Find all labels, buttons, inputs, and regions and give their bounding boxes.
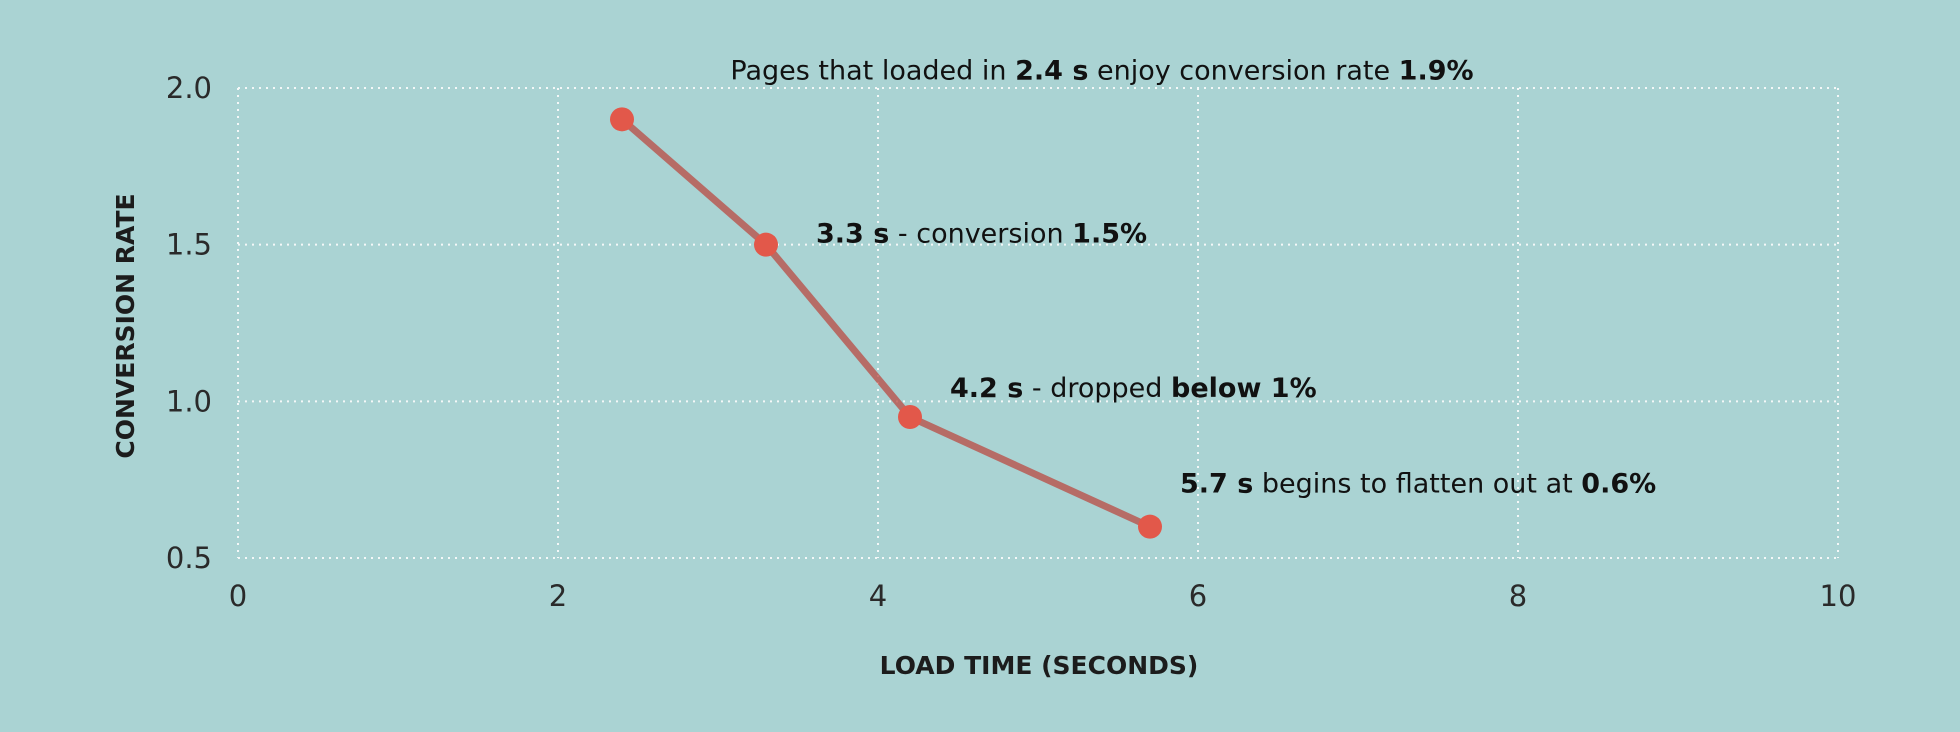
annotation-text: - conversion <box>889 219 1072 250</box>
y-tick-label: 1.5 <box>166 228 212 262</box>
series-segment <box>762 241 914 421</box>
annotation-bold-text: 0.6% <box>1581 469 1656 500</box>
annotation-text: begins to flatten out at <box>1253 469 1581 500</box>
x-tick-label: 10 <box>1820 579 1857 613</box>
y-tick-label: 1.0 <box>166 384 212 418</box>
annotation-label: Pages that loaded in 2.4 s enjoy convers… <box>730 55 1473 86</box>
x-axis-ticks: 0 2 4 6 8 10 <box>229 579 1857 613</box>
annotation-text: enjoy conversion rate <box>1088 55 1398 86</box>
annotation-text: Pages that loaded in <box>730 55 1015 86</box>
x-tick-label: 6 <box>1189 579 1207 613</box>
annotation-label: 4.2 s - dropped below 1% <box>950 373 1317 404</box>
annotation-label: 3.3 s - conversion 1.5% <box>816 219 1147 250</box>
annotation-bold-text: below 1% <box>1171 373 1317 404</box>
y-axis-label: CONVERSION RATE <box>111 193 140 458</box>
x-axis-label: LOAD TIME (SECONDS) <box>880 651 1199 680</box>
data-point <box>1138 514 1162 539</box>
annotations: Pages that loaded in 2.4 s enjoy convers… <box>730 55 1656 499</box>
annotation-bold-text: 4.2 s <box>950 373 1023 404</box>
series-line <box>618 115 1842 531</box>
data-point <box>610 107 634 132</box>
x-tick-label: 8 <box>1509 579 1527 613</box>
data-point <box>898 405 922 429</box>
series-points <box>610 107 1162 539</box>
x-tick-label: 2 <box>549 579 567 613</box>
annotation-bold-text: 3.3 s <box>816 219 889 250</box>
annotation-bold-text: 5.7 s <box>1180 469 1253 500</box>
annotation-bold-text: 1.5% <box>1072 219 1147 250</box>
annotation-bold-text: 1.9% <box>1399 55 1474 86</box>
series-segment <box>906 413 1154 531</box>
series-segment <box>618 115 770 249</box>
x-tick-label: 4 <box>869 579 887 613</box>
annotation-text: - dropped <box>1023 373 1171 404</box>
annotation-bold-text: 2.4 s <box>1015 55 1088 86</box>
grid <box>237 87 1839 559</box>
y-tick-label: 0.5 <box>166 541 212 575</box>
data-point <box>754 232 778 257</box>
y-axis-ticks: 2.0 1.5 1.0 0.5 <box>166 71 212 575</box>
annotation-label: 5.7 s begins to flatten out at 0.6% <box>1180 469 1656 500</box>
y-tick-label: 2.0 <box>166 71 212 105</box>
x-tick-label: 0 <box>229 579 247 613</box>
